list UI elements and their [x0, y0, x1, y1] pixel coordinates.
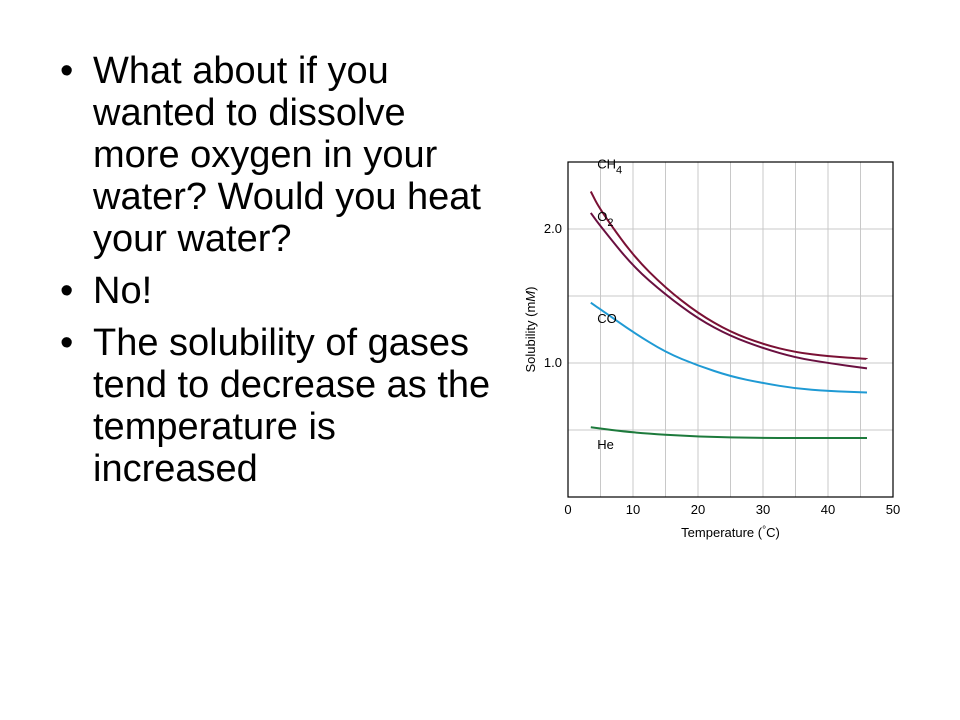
- x-axis-label-unit: C): [766, 525, 780, 540]
- series-label-o2: O2: [597, 209, 613, 229]
- x-tick-label: 50: [886, 502, 900, 517]
- solubility-chart: CH4 O2 CO He 0 10 20 30 40 50 1.0 2.0 Temperature …: [523, 157, 900, 540]
- bullet-item: • The solubility of gases tend to decrea…: [60, 322, 500, 490]
- bullet-list: • What about if you wanted to dissolve m…: [60, 50, 500, 500]
- series-label-he: He: [597, 437, 614, 452]
- y-axis-label: Solubility (mM): [523, 287, 538, 373]
- series-line-he: [590, 426, 867, 439]
- series-line-co: [590, 301, 868, 394]
- x-tick-label: 10: [626, 502, 640, 517]
- x-tick-label: 40: [821, 502, 835, 517]
- bullet-text: No!: [93, 270, 153, 312]
- y-tick-label: 1.0: [544, 355, 562, 370]
- series-label-subscript: 4: [616, 165, 622, 177]
- x-axis-label: Temperature (°C): [681, 525, 780, 540]
- tick-labels: 0 10 20 30 40 50 1.0 2.0: [544, 221, 900, 517]
- bullet-item: • No!: [60, 270, 500, 312]
- x-axis-label-main: Temperature (: [681, 525, 763, 540]
- y-axis-label-italic: M: [523, 291, 538, 302]
- y-axis-label-main: Solubility (m: [523, 302, 538, 373]
- y-axis-label-end: ): [523, 287, 538, 291]
- series-label-main: CO: [597, 311, 617, 326]
- series-layer: CH4 O2 CO He: [589, 157, 868, 452]
- bullet-text: What about if you wanted to dissolve mor…: [93, 50, 481, 260]
- bullet-dot: •: [60, 50, 74, 92]
- series-label-main: He: [597, 437, 614, 452]
- bullet-item: • What about if you wanted to dissolve m…: [60, 50, 500, 260]
- series-line-ch4: [589, 191, 868, 360]
- x-tick-label: 20: [691, 502, 705, 517]
- x-tick-label: 30: [756, 502, 770, 517]
- grid: [568, 162, 893, 497]
- series-label-subscript: 2: [607, 217, 613, 229]
- bullet-text: The solubility of gases tend to decrease…: [93, 322, 491, 490]
- series-label-main: CH: [597, 157, 616, 172]
- bullet-dot: •: [60, 322, 74, 364]
- x-tick-label: 0: [564, 502, 571, 517]
- series-label-main: O: [597, 209, 607, 224]
- series-label-ch4: CH4: [597, 157, 622, 177]
- series-label-co: CO: [597, 311, 617, 326]
- x-axis-label-degree: °: [762, 525, 766, 536]
- plot-frame: [567, 161, 894, 498]
- bullet-dot: •: [60, 270, 74, 312]
- series-line-o2: [589, 212, 868, 370]
- y-tick-label: 2.0: [544, 221, 562, 236]
